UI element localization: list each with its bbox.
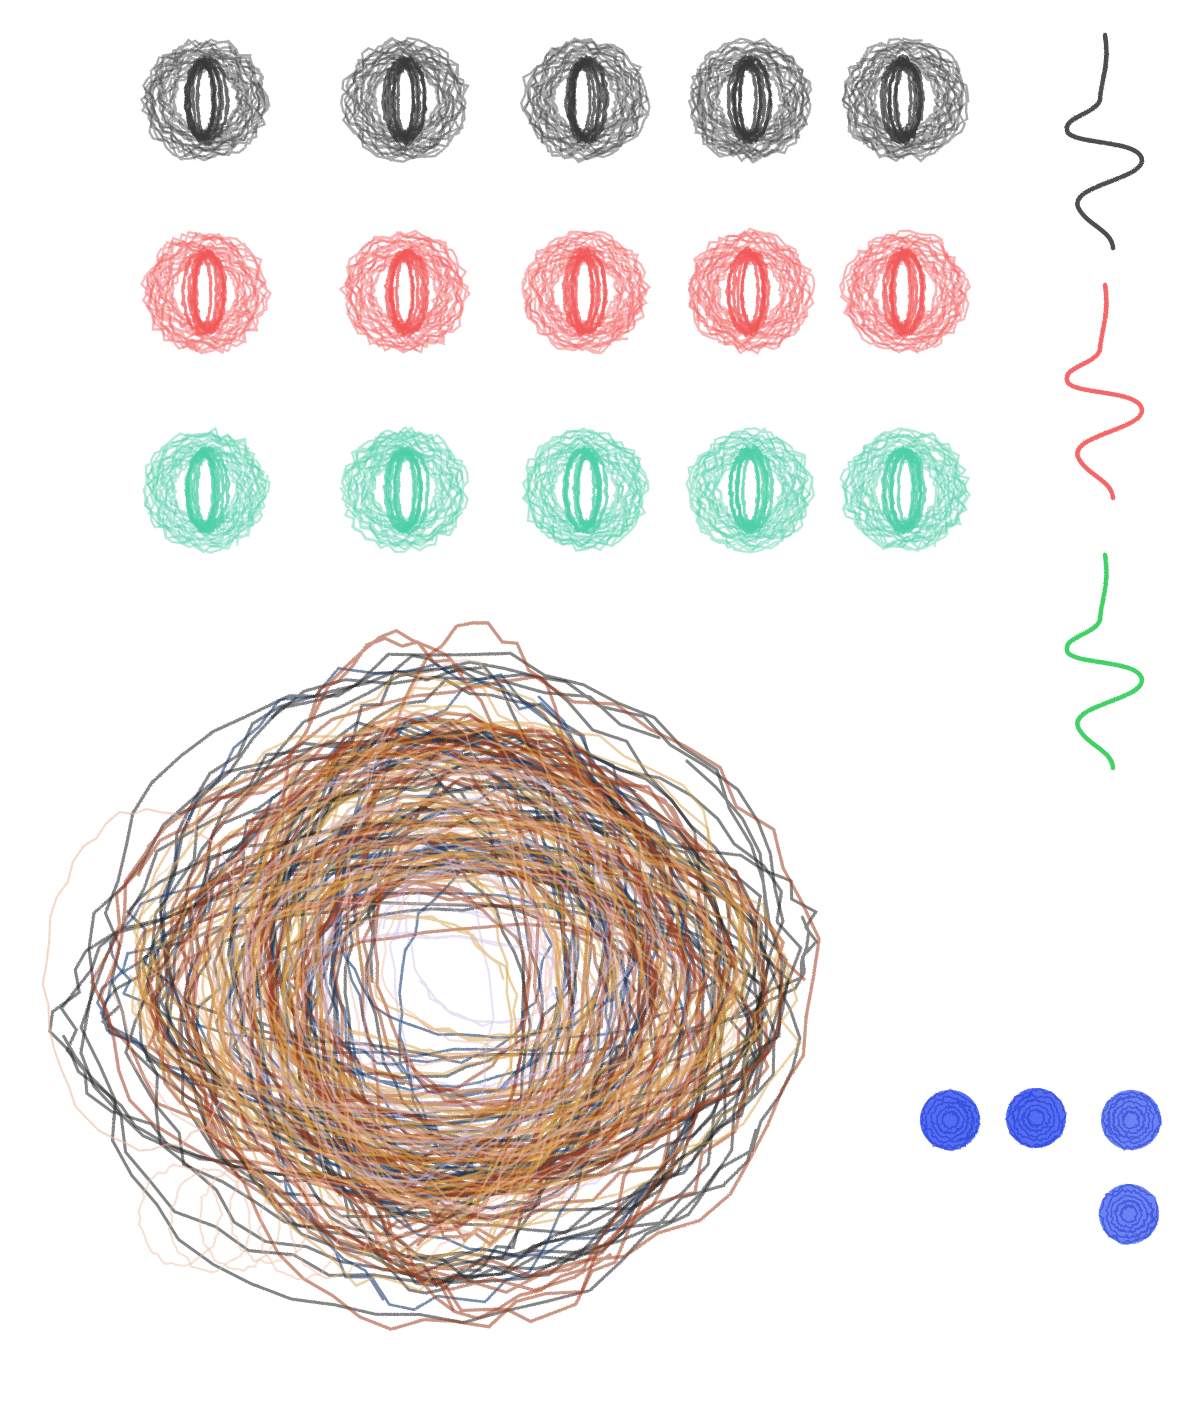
scribble-swatch — [685, 426, 815, 554]
blue-dots — [920, 1087, 1163, 1245]
scribble-swatch — [338, 229, 472, 354]
swatch-grid — [139, 36, 971, 554]
scribble-swatch — [841, 37, 970, 163]
scribble-swatch — [521, 427, 650, 552]
scribble-strokes — [211, 749, 693, 1214]
red-squiggle — [1064, 282, 1145, 501]
scribble-swatch — [520, 230, 652, 355]
gray-swatches — [139, 36, 970, 164]
scribble-swatch — [142, 426, 271, 554]
squiggle-column — [1064, 32, 1145, 771]
blue-dot — [1101, 1090, 1163, 1152]
green-squiggle — [1064, 552, 1145, 771]
blue-dot — [920, 1088, 982, 1152]
scribble-swatch — [687, 37, 813, 164]
scribble-swatch — [140, 231, 272, 355]
scribble-swatch — [687, 227, 816, 355]
scribble-swatch — [339, 425, 470, 554]
scribble-spill — [41, 807, 371, 1281]
scribble-swatch — [839, 427, 971, 553]
teal-swatches — [142, 425, 971, 554]
scribble-swatch — [139, 38, 271, 162]
gray-squiggle — [1064, 32, 1145, 251]
blue-dot — [1098, 1183, 1159, 1245]
blue-dot — [1004, 1087, 1068, 1149]
scribble-swatch — [838, 229, 971, 354]
red-swatches — [140, 227, 971, 355]
scribble-swatch — [340, 36, 470, 163]
scribble-swatch — [520, 37, 651, 164]
scribble-nest — [41, 621, 821, 1331]
